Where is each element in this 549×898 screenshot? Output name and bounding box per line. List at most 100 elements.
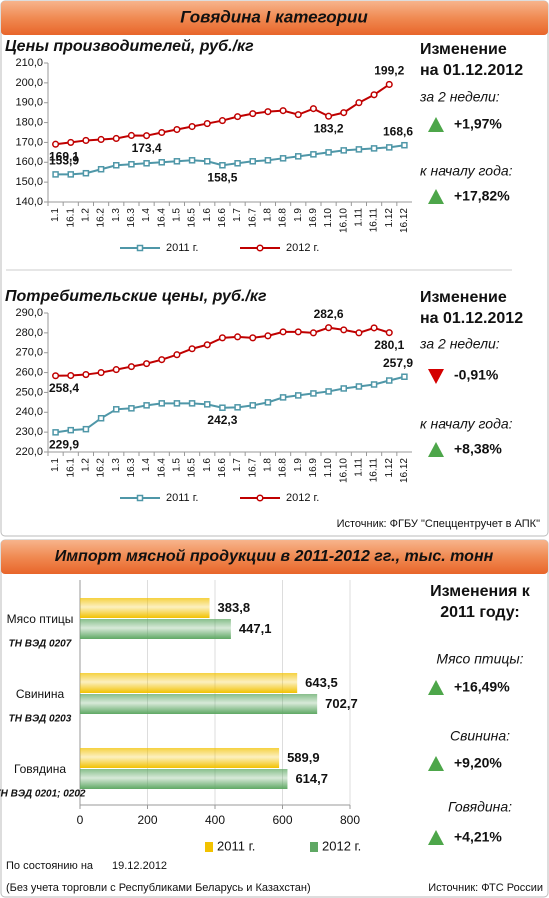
x-tick-label: 1.2 [81,208,92,222]
x-tick-label: 1.12 [384,458,395,478]
y-tick-label: 140,0 [15,196,43,208]
marker [52,372,60,380]
panel-header [1,540,548,574]
data-label: 383,8 [218,600,251,615]
legend-marker [136,494,144,502]
data-label: 282,6 [314,307,344,321]
change-value: +17,82% [454,188,510,204]
marker [219,404,226,411]
bar [80,694,318,714]
legend-label: 2012 г. [286,492,319,504]
marker [52,140,60,148]
legend-swatch [310,842,318,852]
marker [386,144,393,151]
marker [188,157,196,164]
marker [188,400,196,407]
marker [249,402,256,409]
x-tick-label: 1.10 [323,208,334,228]
marker [294,111,302,119]
marker [355,383,363,390]
x-tick-label: 16.6 [217,208,228,228]
bar [80,598,210,618]
x-tick-label: 16.2 [96,458,107,478]
category-label: Свинина [16,687,65,701]
marker [97,414,105,422]
data-label: 280,1 [374,338,404,352]
data-label: 183,2 [314,121,344,135]
x-tick-label: 1.7 [232,208,243,222]
marker [143,360,151,368]
marker [370,145,378,152]
y-tick-label: 160,0 [15,156,43,168]
marker [294,328,302,336]
marker [325,112,333,120]
x-tick-label: 16.8 [278,458,289,478]
x-tick-label: 16.5 [187,458,198,478]
x-tick-label: 16.12 [399,458,410,483]
x-tick-label: 1.3 [111,208,122,222]
y-tick-label: 200,0 [15,77,43,89]
marker [113,162,120,169]
x-tick-label: 0 [77,813,84,827]
y-tick-label: 150,0 [15,176,43,188]
data-label: 158,5 [207,170,237,184]
change-title: Изменение [420,41,507,58]
marker [82,169,90,177]
marker [234,333,242,341]
x-tick-label: 16.12 [399,208,410,233]
bar [80,769,288,789]
data-label: 614,7 [295,771,328,786]
data-label: 589,9 [287,750,320,765]
marker [340,109,348,117]
data-label: 173,4 [132,141,162,155]
marker [340,326,348,334]
marker [264,399,272,406]
legend-label: 2012 г. [322,838,361,853]
change-label: Мясо птицы: [436,651,523,667]
data-label: 169,1 [49,149,79,163]
x-tick-label: 16.1 [65,208,76,228]
marker [158,356,166,364]
x-tick-label: 1.11 [354,458,365,477]
marker [143,402,150,409]
marker [401,141,408,149]
x-tick-label: 16.4 [156,458,167,478]
change-value: +1,97% [454,116,502,132]
marker [173,158,181,165]
marker [249,334,257,342]
data-label: 258,4 [49,381,79,395]
legend-label: 2011 г. [166,242,198,254]
marker [234,404,241,411]
legend-label: 2012 г. [286,242,319,254]
x-tick-label: 1.6 [202,458,213,472]
marker [173,351,181,359]
x-tick-label: 1.9 [293,208,304,222]
marker [234,113,242,121]
marker [219,162,226,169]
marker [279,394,287,401]
marker [310,151,317,158]
marker [370,91,378,99]
marker [143,132,151,140]
marker [249,110,257,118]
marker [218,334,226,342]
data-label: 199,2 [374,64,404,78]
x-tick-label: 16.10 [338,208,349,233]
x-tick-label: 1.7 [232,458,243,472]
change-label: Свинина: [450,728,510,744]
marker [67,426,74,434]
data-label: 153,9 [49,154,79,168]
marker [97,369,105,377]
category-code: ТН ВЭД 0201; 0202 [0,789,86,800]
marker [97,165,105,173]
legend-label: 2011 г. [217,838,255,853]
bar [80,748,280,768]
x-tick-label: 1.10 [323,458,334,478]
marker [234,160,241,167]
y-tick-label: 170,0 [15,136,43,148]
x-tick-label: 1.12 [384,208,395,228]
marker [310,390,317,397]
footer-date: 19.12.2012 [112,860,167,872]
chart-title: Цены производителей, руб./кг [5,38,254,55]
change-label: к началу года: [420,163,513,179]
